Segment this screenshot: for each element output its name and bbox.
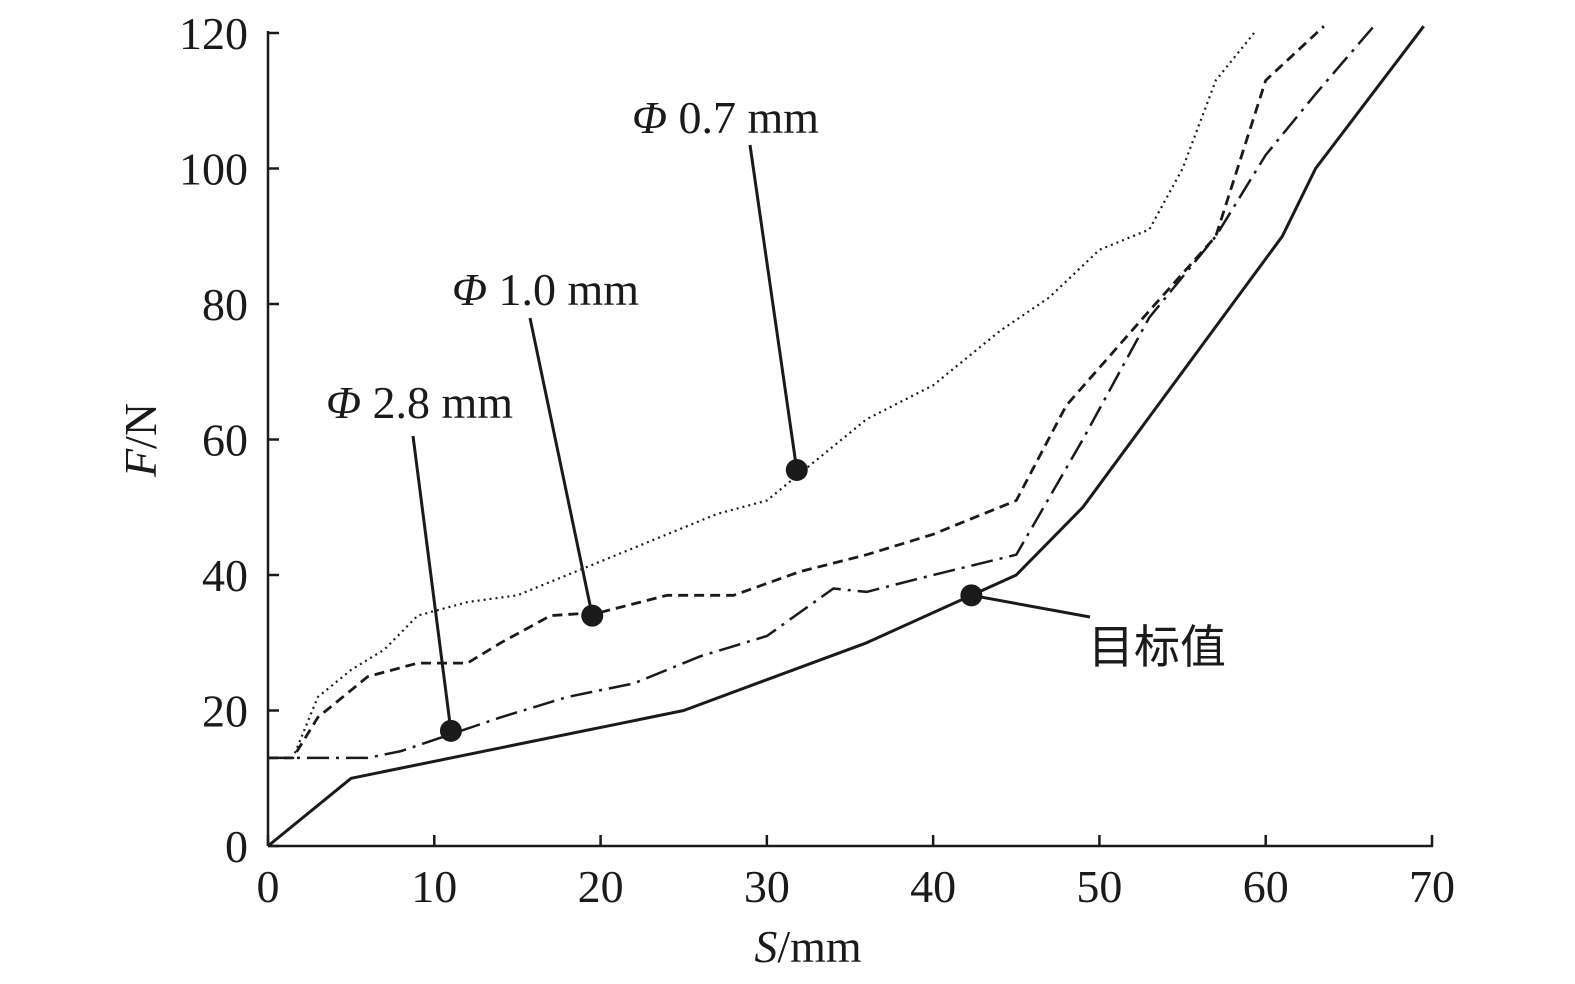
- x-tick-label: 50: [1076, 861, 1122, 912]
- leader-line-d10: [528, 317, 594, 616]
- series-line-target: [267, 25, 1425, 848]
- x-tick-label: 20: [578, 861, 624, 912]
- marker-d28: [439, 719, 462, 742]
- series-layer: [267, 25, 1425, 848]
- y-tick-label: 80: [202, 279, 248, 330]
- x-tick-label: 70: [1409, 861, 1455, 912]
- y-tick-label: 20: [202, 686, 248, 737]
- annotation-label-d10: Φ 1.0 mm: [452, 264, 639, 315]
- annotation-symbol: Φ: [452, 264, 487, 315]
- marker-target: [960, 584, 983, 607]
- annotation-label-d07: Φ 0.7 mm: [632, 92, 819, 143]
- x-tick-label: 10: [411, 861, 457, 912]
- leader-line-d28: [411, 435, 453, 732]
- annotation-label-target: 目标值: [1088, 622, 1226, 673]
- x-tick-label: 0: [257, 861, 280, 912]
- axis-labels: S/mm F/N: [115, 403, 862, 972]
- x-tick-label: 60: [1243, 861, 1289, 912]
- annotation-text: 目标值: [1088, 622, 1226, 673]
- leader-line-d07: [748, 144, 799, 471]
- y-tick-label: 100: [179, 144, 248, 195]
- y-tick-label: 120: [179, 8, 248, 59]
- y-tick-label: 40: [202, 550, 248, 601]
- annotation-text: 2.8 mm: [361, 377, 513, 428]
- annotation-symbol: Φ: [326, 377, 361, 428]
- x-axis-label: S/mm: [754, 921, 862, 972]
- x-tick-label: 40: [910, 861, 956, 912]
- annotation-symbol: Φ: [632, 92, 667, 143]
- y-tick-label: 60: [202, 415, 248, 466]
- marker-d07: [785, 458, 808, 481]
- annotation-text: 0.7 mm: [667, 92, 819, 143]
- axes: 0 10 20 30 40 50 60 70 0 20 40 60 80 100 120: [179, 8, 1455, 912]
- y-tick-label: 0: [225, 821, 248, 872]
- x-tick-label: 30: [744, 861, 790, 912]
- series-line-d28: [268, 25, 1375, 760]
- annotation-label-d28: Φ 2.8 mm: [326, 377, 513, 428]
- y-axis-label: F/N: [115, 403, 166, 478]
- marker-d10: [581, 604, 604, 627]
- leader-line-target: [971, 593, 1091, 619]
- series-line-d10: [268, 25, 1325, 760]
- annotation-text: 1.0 mm: [487, 264, 639, 315]
